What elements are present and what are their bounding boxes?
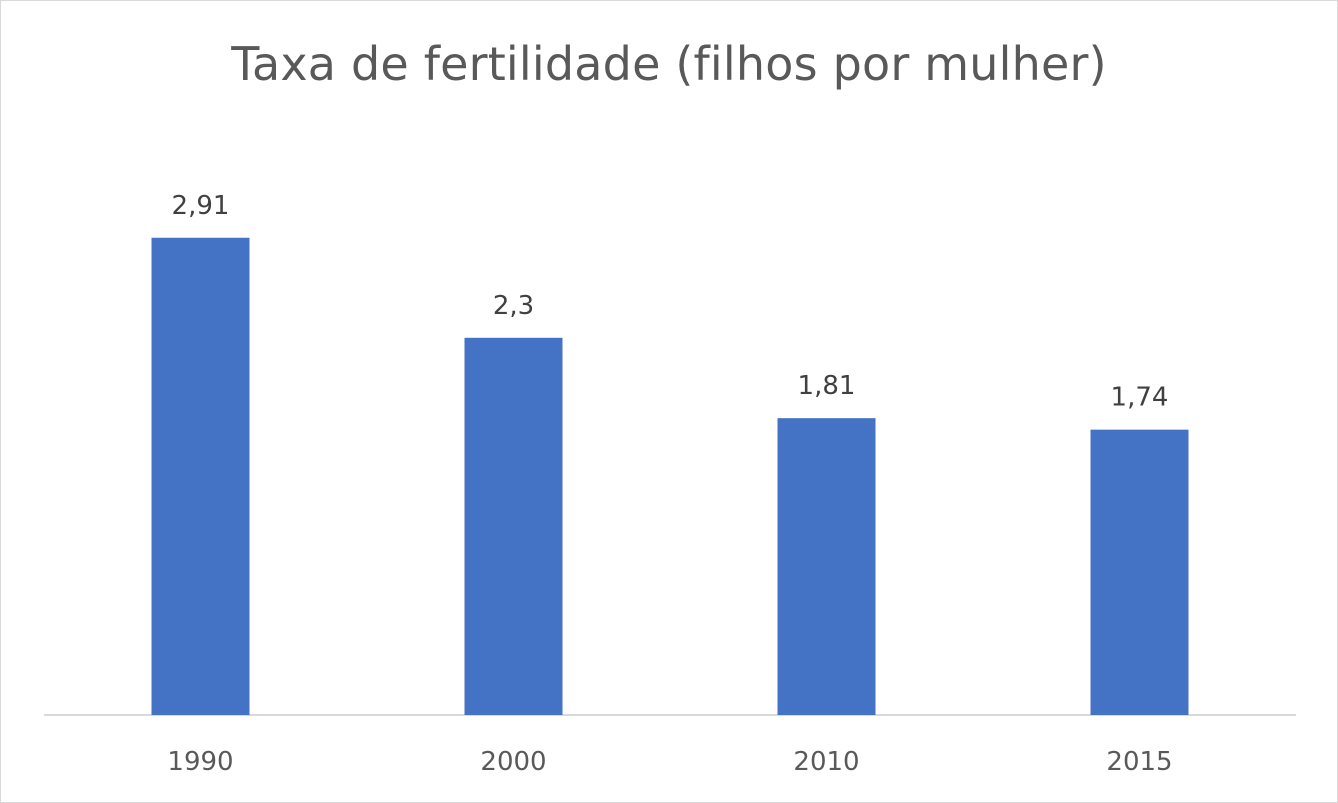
x-tick-label-2010: 2010	[793, 747, 859, 777]
data-label-2010: 1,81	[798, 371, 856, 401]
bar-1990	[151, 237, 250, 715]
data-label-2015: 1,74	[1111, 383, 1169, 413]
data-label-2000: 2,3	[493, 291, 534, 321]
x-tick-label-1990: 1990	[167, 747, 233, 777]
chart-title: Taxa de fertilidade (filhos por mulher)	[231, 37, 1107, 91]
x-tick-label-2015: 2015	[1106, 747, 1172, 777]
bar-2000	[464, 337, 563, 715]
bar-2010	[777, 418, 876, 715]
bar-2015	[1090, 429, 1189, 715]
x-tick-label-2000: 2000	[480, 747, 546, 777]
data-label-1990: 2,91	[172, 191, 230, 221]
